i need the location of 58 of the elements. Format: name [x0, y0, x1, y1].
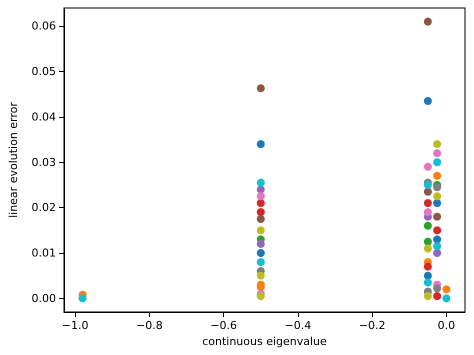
- point: [424, 162, 432, 171]
- point: [424, 199, 432, 208]
- point: [424, 18, 432, 26]
- point: [256, 178, 265, 187]
- x-tick-label: −1.0: [62, 319, 88, 332]
- point: [256, 240, 265, 248]
- point: [256, 226, 265, 234]
- point: [424, 222, 432, 230]
- point: [256, 272, 265, 280]
- point: [256, 292, 265, 300]
- point: [424, 208, 432, 216]
- x-tick-label: 0.0: [438, 319, 456, 332]
- y-tick-label: 0.05: [32, 65, 56, 78]
- point: [424, 292, 432, 300]
- point: [433, 235, 442, 244]
- point: [256, 258, 265, 266]
- y-tick-label: 0.03: [32, 156, 56, 169]
- point: [433, 183, 442, 192]
- point: [256, 214, 265, 223]
- point: [78, 294, 87, 302]
- point: [433, 284, 442, 292]
- point: [433, 292, 442, 300]
- point: [256, 192, 265, 200]
- point: [424, 238, 432, 246]
- y-tick-label: 0.01: [32, 246, 56, 260]
- x-tick-label: −0.8: [136, 319, 163, 332]
- point: [433, 192, 442, 200]
- point: [424, 244, 432, 252]
- x-tick-label: −0.2: [358, 319, 386, 332]
- point: [433, 149, 442, 158]
- y-tick-label: 0.04: [32, 110, 56, 124]
- point: [433, 158, 442, 166]
- point: [424, 262, 432, 271]
- point: [424, 278, 432, 287]
- y-tick-label: 0.02: [32, 201, 56, 214]
- point: [256, 208, 265, 216]
- point: [424, 272, 432, 280]
- point: [433, 140, 442, 148]
- point: [256, 199, 265, 208]
- point: [442, 294, 450, 302]
- x-tick-label: −0.4: [284, 319, 312, 332]
- point: [256, 249, 265, 258]
- point: [442, 285, 450, 294]
- y-axis-title: linear evolution error: [7, 102, 20, 218]
- point: [256, 84, 265, 92]
- point: [433, 212, 442, 221]
- point: [256, 140, 265, 148]
- point: [433, 226, 442, 234]
- point: [433, 172, 442, 180]
- point: [433, 242, 442, 250]
- point: [424, 97, 432, 106]
- y-tick-label: 0.06: [32, 20, 56, 33]
- x-axis-title: continuous eigenvalue: [202, 334, 328, 348]
- point: [433, 199, 442, 208]
- point: [424, 188, 432, 196]
- y-tick-label: 0.00: [32, 292, 56, 305]
- point: [433, 249, 442, 258]
- x-tick-label: −0.6: [210, 319, 238, 332]
